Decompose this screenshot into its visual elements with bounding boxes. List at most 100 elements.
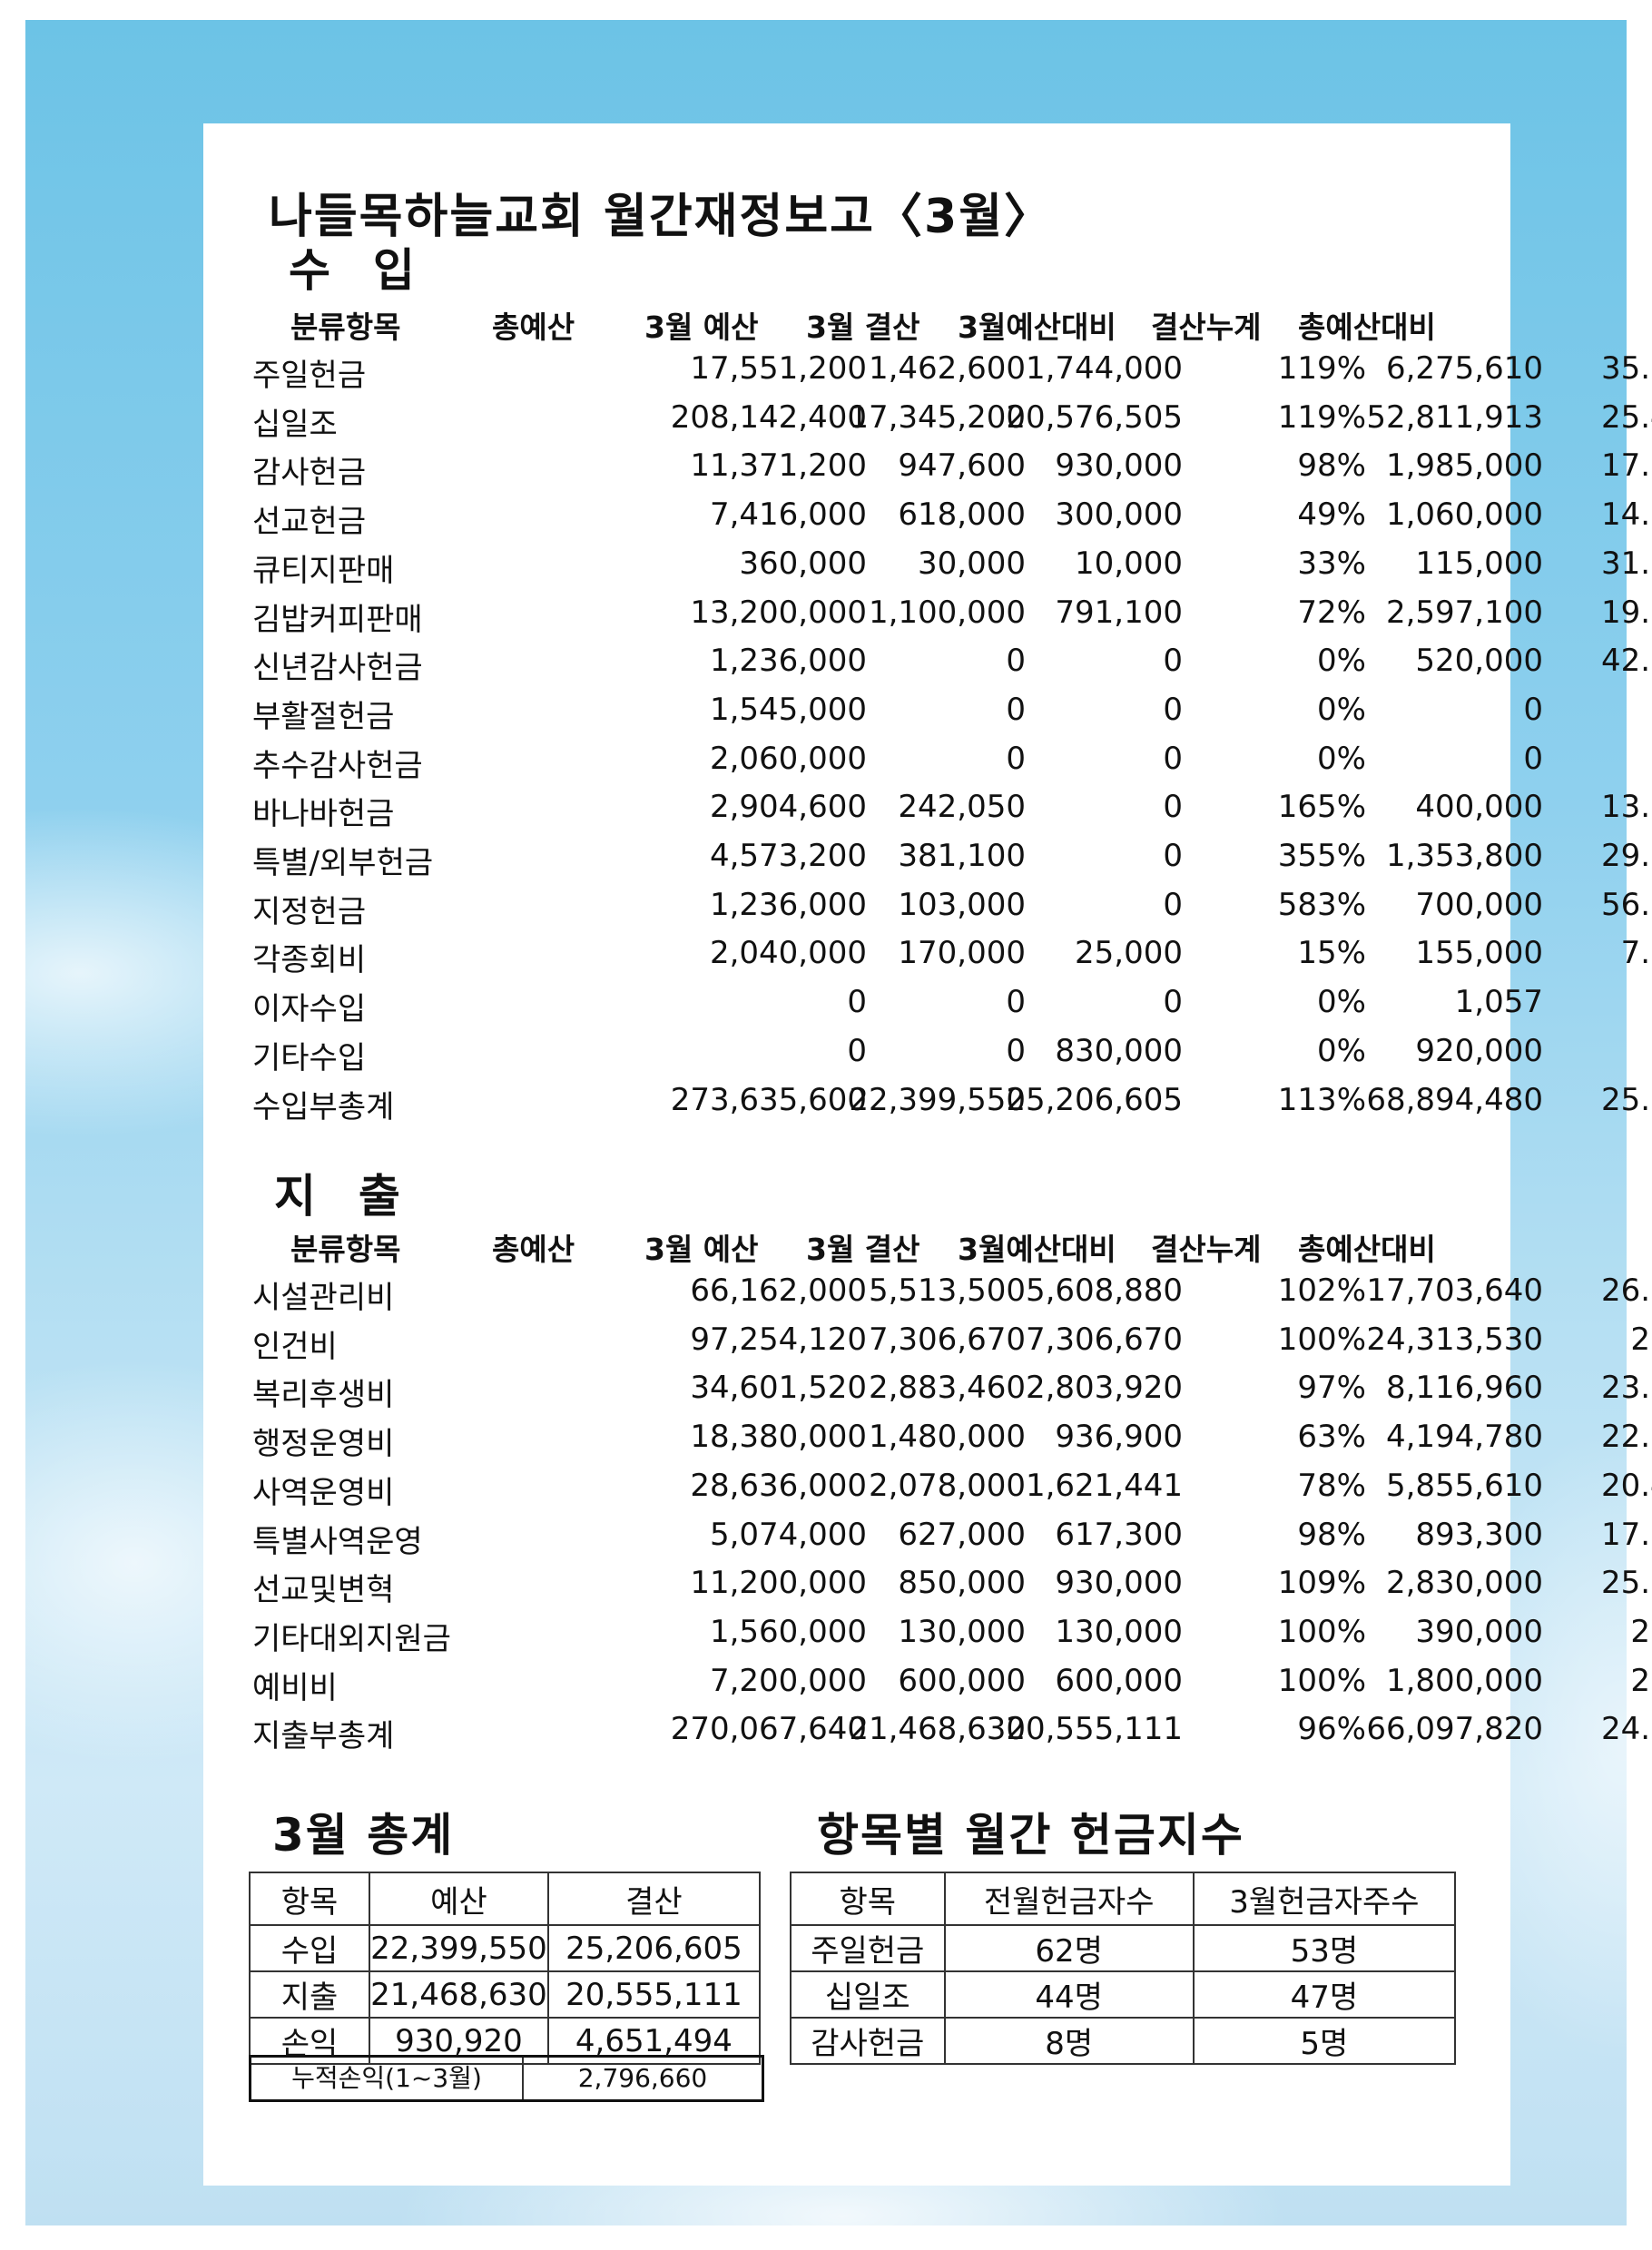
table-cell: 14.3%	[1600, 496, 1652, 534]
row-label: 예비비	[252, 1669, 338, 1706]
table-cell: 21,468,630	[849, 1711, 1026, 1748]
table-row: 기타수입 0 0 830,000 0% 920,000 0%	[245, 1033, 1652, 1078]
row-label: 인건비	[252, 1328, 338, 1365]
table-cell: 1,480,000	[868, 1419, 1026, 1456]
table-cell: 13,200,000	[690, 594, 867, 631]
table-cell: 170,000	[898, 935, 1026, 972]
table-cell: 2,040,000	[709, 935, 867, 972]
report-paper	[203, 123, 1510, 2186]
table-cell: 7,200,000	[709, 1662, 867, 1699]
table-row: 이자수입 0 0 0 0% 1,057 0%	[245, 984, 1652, 1029]
table-cell: 0	[1163, 838, 1183, 874]
table-cell: 400,000	[1415, 789, 1543, 826]
table-cell: 34,601,520	[690, 1370, 867, 1407]
table-cell: 0	[1163, 886, 1183, 923]
table-cell: 103,000	[898, 886, 1026, 923]
table-cell: 십일조	[790, 1970, 946, 2019]
table-cell: 72%	[1297, 594, 1366, 631]
row-label: 선교및변혁	[252, 1572, 395, 1609]
table-cell: 700,000	[1415, 886, 1543, 923]
table-cell: 2,904,600	[709, 789, 867, 826]
table-cell: 100%	[1277, 1613, 1366, 1650]
cumulative-box: 누적손익(1~3월) 2,796,660	[249, 2055, 764, 2102]
table-cell: 1,057	[1454, 984, 1543, 1021]
table-cell: 25,206,605	[1006, 1081, 1183, 1118]
column-header: 총예산	[492, 1232, 575, 1267]
table-cell: 49%	[1297, 496, 1366, 534]
donors-title: 항목별 월간 헌금지수	[817, 1809, 1244, 1862]
row-label: 수입부총계	[252, 1088, 395, 1125]
table-row: 특별사역운영 5,074,000 627,000 617,300 98% 893,300 1…	[245, 1516, 1652, 1562]
column-header: 3월헌금자주수	[1192, 1872, 1457, 1926]
table-cell: 7,306,670	[1025, 1321, 1183, 1358]
table-cell: 감사헌금	[790, 2017, 946, 2065]
cumulative-label: 누적손익(1~3월)	[251, 2058, 524, 2099]
table-cell: 56.6%	[1600, 886, 1652, 923]
table-row: 큐티지판매 360,000 30,000 10,000 33% 115,000 31.9%	[245, 545, 1652, 591]
table-cell: 0	[1523, 691, 1543, 728]
row-label: 특별사역운영	[252, 1523, 423, 1560]
table-cell: 20.4%	[1600, 1467, 1652, 1504]
table-cell: 24,313,530	[1366, 1321, 1543, 1358]
table-row: 선교헌금 7,416,000 618,000 300,000 49% 1,060,000 1…	[245, 496, 1652, 542]
table-cell: 893,300	[1415, 1516, 1543, 1553]
table-cell: 52,811,913	[1366, 398, 1543, 436]
table-cell: 520,000	[1415, 643, 1543, 680]
table-cell: 44명	[943, 1970, 1195, 2019]
row-label: 주일헌금	[252, 358, 367, 394]
table-header-row: 분류항목 총예산 3월 예산 3월 결산 3월예산대비 결산누계 총예산대비	[245, 1225, 1480, 1271]
table-cell: 102%	[1277, 1272, 1366, 1309]
column-header: 결산누계	[1151, 1232, 1262, 1267]
row-label: 바나바헌금	[252, 796, 395, 833]
table-cell: 165%	[1277, 789, 1366, 826]
table-cell: 0	[1006, 691, 1026, 728]
table-cell: 381,100	[898, 838, 1026, 874]
table-cell: 300,000	[1055, 496, 1183, 534]
table-cell: 18,380,000	[690, 1419, 867, 1456]
table-cell: 63%	[1297, 1419, 1366, 1456]
table-cell: 17.5%	[1600, 447, 1652, 485]
table-cell: 242,050	[898, 789, 1026, 826]
table-row: 십일조 44명 47명	[790, 1970, 1457, 2019]
table-cell: 920,000	[1415, 1032, 1543, 1069]
table-cell: 19.7%	[1600, 594, 1652, 631]
table-cell: 600,000	[1055, 1662, 1183, 1699]
table-cell: 7.6%	[1620, 935, 1652, 972]
table-cell: 26.8%	[1600, 1272, 1652, 1309]
table-cell: 31.9%	[1600, 545, 1652, 582]
table-cell: 20,555,111	[1006, 1711, 1183, 1748]
table-row: 십일조 208,142,400 17,345,200 20,576,505 119% 52…	[245, 399, 1652, 445]
table-cell: 25.4%	[1600, 398, 1652, 436]
table-cell: 수입	[248, 1924, 371, 1972]
table-cell: 390,000	[1415, 1613, 1543, 1650]
table-cell: 100%	[1277, 1662, 1366, 1699]
expense-section-title: 지 출	[274, 1170, 404, 1223]
table-row: 지정헌금 1,236,000 103,000 0 583% 700,000 56.6%	[245, 886, 1652, 932]
table-cell: 109%	[1277, 1565, 1366, 1602]
table-cell: 5,855,610	[1385, 1467, 1543, 1504]
table-row: 주일헌금 62명 53명	[790, 1924, 1457, 1972]
table-cell: 22.8%	[1600, 1419, 1652, 1456]
row-label: 신년감사헌금	[252, 650, 423, 687]
table-row: 행정운영비 18,380,000 1,480,000 936,900 63% 4,194,…	[245, 1419, 1652, 1464]
table-cell: 273,635,600	[670, 1081, 867, 1118]
table-cell: 617,300	[1055, 1516, 1183, 1553]
table-cell: 155,000	[1415, 935, 1543, 972]
table-cell: 0%	[1650, 741, 1652, 777]
table-header-row: 분류항목 총예산 3월 예산 3월 결산 3월예산대비 결산누계 총예산대비	[245, 303, 1480, 349]
table-cell: 22,399,550	[369, 1924, 549, 1972]
row-label: 각종회비	[252, 942, 367, 979]
table-cell: 355%	[1277, 838, 1366, 874]
table-cell: 2,060,000	[709, 740, 867, 777]
table-cell: 15%	[1297, 935, 1366, 972]
table-cell: 130,000	[1055, 1613, 1183, 1650]
row-label: 행정운영비	[252, 1426, 395, 1463]
table-row: 신년감사헌금 1,236,000 0 0 0% 520,000 42.1%	[245, 643, 1652, 688]
table-cell: 5,608,880	[1025, 1272, 1183, 1309]
table-cell: 25%	[1630, 1321, 1652, 1358]
table-cell: 8명	[943, 2017, 1195, 2065]
column-header: 총예산대비	[1298, 1232, 1436, 1267]
table-cell: 936,900	[1055, 1419, 1183, 1456]
table-cell: 24.5%	[1600, 1711, 1652, 1748]
table-cell: 2,830,000	[1385, 1565, 1543, 1602]
